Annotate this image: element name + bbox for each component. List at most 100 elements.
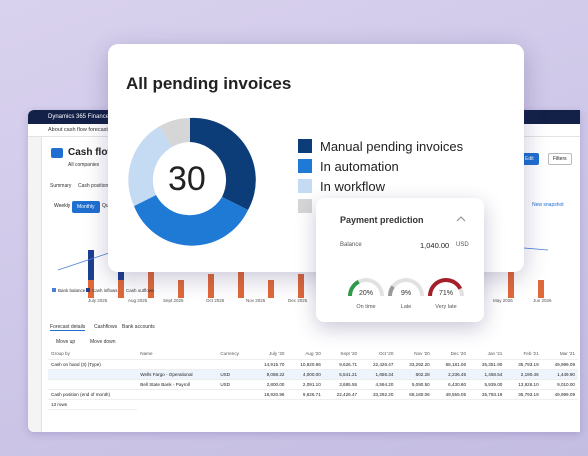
filters-button[interactable]: Filters (548, 153, 572, 165)
detail-tab[interactable]: Cashflows (94, 324, 118, 330)
cell: Wells Fargo - Operational (137, 369, 218, 380)
cell: 33,292.20 (360, 389, 397, 400)
gauges: 20% On time 9% Late 71% Very late (348, 278, 464, 310)
breadcrumb[interactable]: About cash flow forecast (48, 127, 108, 133)
gauge-arc (428, 278, 463, 297)
cell: 9,088.22 (251, 369, 288, 380)
cell: 9,626.71 (323, 359, 361, 370)
cell: USD (217, 369, 252, 380)
row-count: 13 rows (48, 399, 138, 410)
cell: 5,939.00 (469, 379, 506, 390)
cell: 68,181.06 (432, 359, 470, 370)
row-count-row: 13 rows (48, 399, 578, 410)
chart-bar (268, 280, 274, 298)
chart-bar (88, 280, 94, 298)
cell: 6,430.80 (432, 379, 470, 390)
column-header: Sept '20 (323, 349, 361, 360)
cell: 602.28 (396, 369, 433, 380)
column-header: July '20 (251, 349, 288, 360)
chart-month: Dec 2025 (288, 298, 308, 303)
cell: 35,793.19 (469, 389, 506, 400)
cell: 2,190.46 (505, 369, 542, 380)
cell: 68,180.06 (396, 389, 433, 400)
table-header: Group by Name Currency July '20 Aug '20 Sept … (48, 349, 578, 360)
cell (137, 389, 218, 400)
period-button[interactable]: Weekly (54, 203, 71, 209)
detail-tab[interactable]: Forecast details (50, 324, 86, 331)
collapse-chevron[interactable] (456, 215, 466, 223)
legend-entry: Cash inflows (92, 288, 118, 293)
column-header: Jan '21 (469, 349, 506, 360)
cell (217, 389, 252, 400)
tab[interactable]: Summary (50, 183, 72, 189)
chart-bar (538, 280, 544, 298)
detail-tab[interactable]: Bank accounts (122, 324, 155, 330)
gauge-percent: 20% (359, 290, 373, 297)
cell: 49,999.09 (541, 359, 578, 370)
cell: 1,449.90 (541, 369, 578, 380)
legend-entry: Bank balance (58, 288, 86, 293)
table-row: Bell State Bank - Payroll USD 2,800.00 2,09… (48, 379, 578, 390)
gauge-label: Late (401, 304, 412, 310)
legend-swatch (52, 288, 56, 292)
move-up[interactable]: Move up (56, 339, 76, 345)
legend-swatch (120, 288, 124, 292)
cell: 35,351.90 (469, 359, 506, 370)
cell (48, 369, 138, 380)
snapshot-button[interactable]: New snapshot (532, 202, 564, 208)
balance-value: 1,040.00 (420, 241, 450, 250)
cell (137, 359, 218, 370)
column-header: Dec '20 (432, 349, 470, 360)
chart-bar (508, 268, 514, 298)
cell: 13,926.10 (505, 379, 542, 390)
legend-swatch (86, 288, 90, 292)
column-header: Feb '21 (505, 349, 542, 360)
chart-bar (178, 280, 184, 298)
cell: USD (217, 379, 252, 390)
cell: 1,656.34 (360, 369, 397, 380)
legend-entry: In automation (320, 159, 399, 174)
cell: 2,236.45 (432, 369, 470, 380)
side-nav (28, 137, 42, 432)
tab[interactable]: Cash position (78, 183, 109, 189)
chart-month: May 2026 (493, 298, 513, 303)
chart-month: Jun 2026 (533, 298, 552, 303)
chart-month: July 2025 (88, 298, 108, 303)
balance-currency: USD (456, 242, 469, 248)
legend-entry: Manual pending invoices (320, 139, 464, 154)
cell: 14,915.70 (251, 359, 288, 370)
chart-bar (88, 250, 94, 280)
donut-total: 30 (168, 160, 206, 198)
gauge-arc (348, 279, 360, 297)
legend-entry: In workflow (320, 179, 386, 194)
column-header: Group by (48, 349, 138, 360)
cell: 5,090.50 (396, 379, 433, 390)
chart-bar (118, 274, 124, 298)
company-picker[interactable]: All companies (68, 162, 100, 168)
chart-bar (238, 268, 244, 298)
chart-bar (208, 274, 214, 298)
cell: 2,800.00 (251, 379, 288, 390)
cell: 5,541.21 (323, 369, 361, 380)
chart-month: Nov 2025 (246, 298, 266, 303)
cell: 9,010.00 (541, 379, 578, 390)
product-name: Dynamics 365 Finance (48, 114, 110, 120)
chart-bar (148, 268, 154, 298)
column-header: Aug '20 (287, 349, 324, 360)
table-row: Cash on hand (3) (Type) 14,915.70 10,920.9… (48, 359, 578, 370)
cell: Cash position (end of month) (48, 389, 138, 400)
period-button[interactable]: Monthly (72, 201, 100, 213)
cell: 18,920.96 (251, 389, 288, 400)
cell: 35,793.19 (505, 359, 542, 370)
table-footer: Cash position (end of month) 18,920.96 9,6… (48, 389, 578, 400)
column-header: Mar '21 (541, 349, 578, 360)
cell: 49,999.09 (541, 389, 578, 400)
cell: Cash on hand (3) (Type) (48, 359, 138, 370)
cell (217, 359, 252, 370)
move-down[interactable]: Move down (90, 339, 116, 345)
chart-month: Oct 2025 (206, 298, 225, 303)
cell: 33,292.20 (396, 359, 433, 370)
cell: 3,685.55 (323, 379, 361, 390)
cell (48, 379, 138, 390)
